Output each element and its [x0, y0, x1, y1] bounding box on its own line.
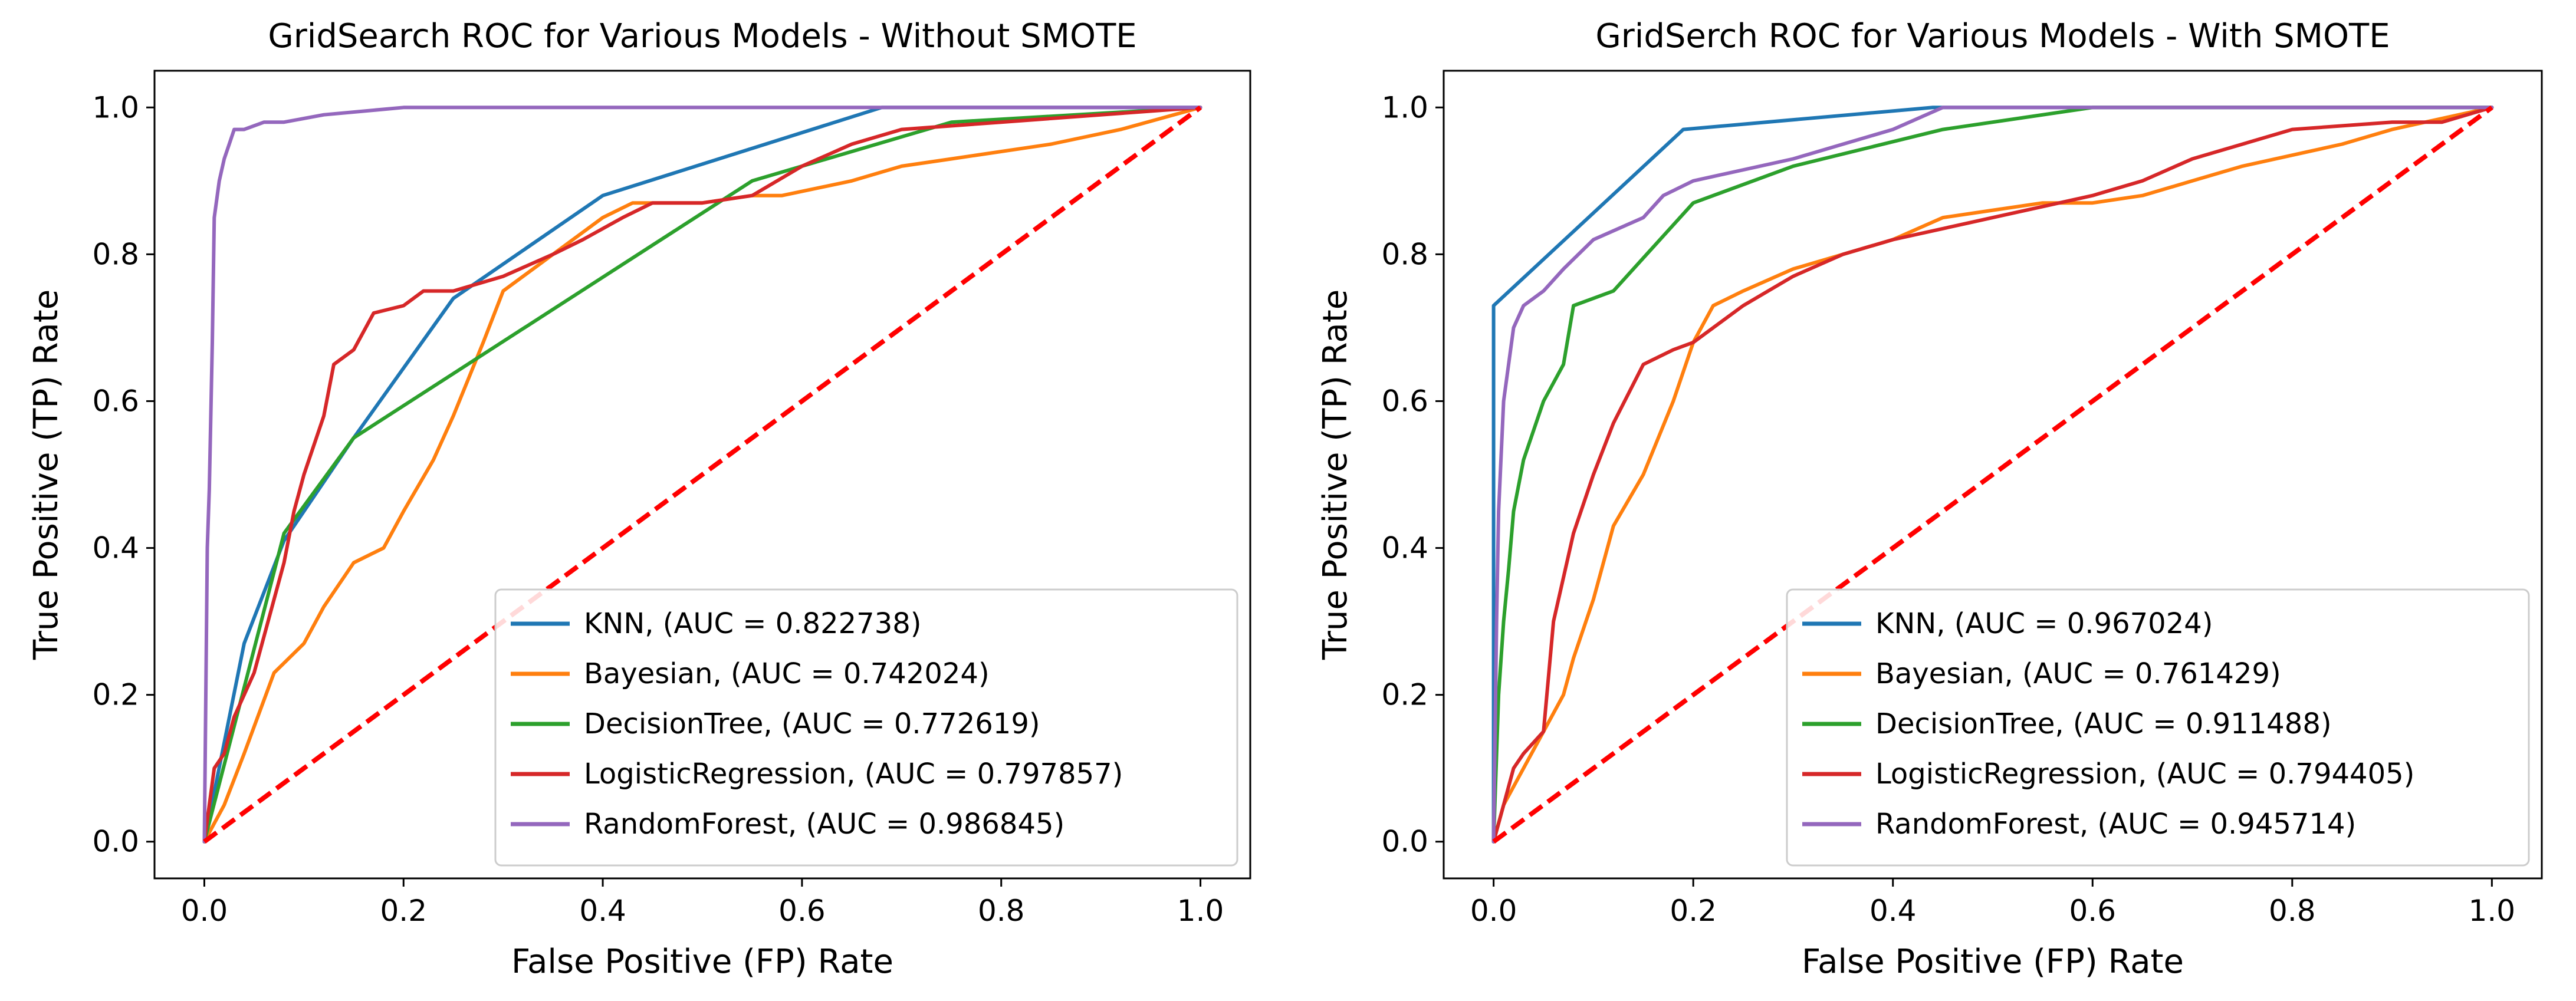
- chart1-ylabel: True Positive (TP) Rate: [27, 289, 65, 660]
- chart2-legend-label-decisiontree: DecisionTree, (AUC = 0.911488): [1875, 707, 2332, 740]
- chart1-series-logisticregression: [202, 106, 1202, 844]
- chart1-xtick-label: 0.4: [579, 894, 626, 928]
- chart2-legend-label-logisticregression: LogisticRegression, (AUC = 0.794405): [1875, 758, 2414, 791]
- chart1-legend-label-randomforest: RandomForest, (AUC = 0.986845): [584, 808, 1064, 841]
- chart2-ytick-label: 0.4: [1381, 531, 1428, 565]
- chart1-series-randomforest: [202, 106, 1202, 844]
- chart2-legend: KNN, (AUC = 0.967024) Bayesian, (AUC = 0.…: [1786, 588, 2530, 867]
- chart1-series-decisiontree: [202, 106, 1202, 844]
- chart2-xtick-label: 0.4: [1869, 894, 1917, 928]
- chart2-ylabel: True Positive (TP) Rate: [1316, 289, 1355, 660]
- chart1-ytick-label: 1.0: [92, 90, 139, 124]
- chart2-xtick-label: 0.0: [1470, 894, 1517, 928]
- chart1-xtick-label: 0.6: [778, 894, 826, 928]
- chart1-legend-label-bayesian: Bayesian, (AUC = 0.742024): [584, 657, 990, 690]
- chart2-legend-label-knn: KNN, (AUC = 0.967024): [1875, 607, 2213, 640]
- chart2-ytick-label: 0.2: [1381, 678, 1428, 712]
- chart2-xtick-label: 0.6: [2069, 894, 2117, 928]
- chart1-ytick-label: 0.8: [92, 237, 139, 271]
- chart2-axes-frame: [1443, 70, 2543, 880]
- chart2-title: GridSerch ROC for Various Models - With …: [1595, 17, 2390, 55]
- chart2-ytick-label: 0.0: [1381, 825, 1428, 859]
- chart1-legend-label-decisiontree: DecisionTree, (AUC = 0.772619): [584, 707, 1040, 740]
- chart2-ytick-label: 0.8: [1381, 237, 1428, 271]
- chart2-legend-box: [1786, 588, 2530, 867]
- chart1-series-bayesian: [202, 106, 1202, 844]
- chart1-ytick-label: 0.2: [92, 678, 139, 712]
- chart2-xlabel: False Positive (FP) Rate: [1802, 943, 2184, 981]
- chart1-series-knn: [202, 106, 1202, 844]
- chart1-xtick-label: 1.0: [1177, 894, 1224, 928]
- chart2-ytick-label: 0.6: [1381, 384, 1428, 418]
- chart1-xtick-label: 0.2: [380, 894, 428, 928]
- chart2-series-decisiontree: [1491, 106, 2494, 844]
- chart1-ytick-label: 0.6: [92, 384, 139, 418]
- chart1-legend-label-knn: KNN, (AUC = 0.822738): [584, 607, 922, 640]
- chart2-ytick-label: 1.0: [1381, 90, 1428, 124]
- chart1-xtick-label: 0.0: [181, 894, 228, 928]
- chart2-series-randomforest: [1491, 106, 2494, 844]
- chart1-chance-diagonal: [203, 106, 1202, 844]
- chart2-series-logisticregression: [1491, 106, 2494, 844]
- chart2-chance-diagonal: [1492, 106, 2493, 844]
- chart1-legend: KNN, (AUC = 0.822738) Bayesian, (AUC = 0.…: [494, 588, 1238, 867]
- chart2-series-bayesian: [1491, 106, 2494, 844]
- chart1-title: GridSearch ROC for Various Models - With…: [268, 17, 1136, 55]
- chart2-legend-label-bayesian: Bayesian, (AUC = 0.761429): [1875, 657, 2281, 690]
- chart1-ytick-label: 0.0: [92, 825, 139, 859]
- chart1-legend-label-logisticregression: LogisticRegression, (AUC = 0.797857): [584, 758, 1123, 791]
- chart2-panel: GridSerch ROC for Various Models - With …: [1316, 17, 2543, 981]
- chart2-xtick-label: 0.8: [2269, 894, 2316, 928]
- chart1-axes-frame: [153, 70, 1251, 880]
- chart2-xtick-label: 0.2: [1670, 894, 1717, 928]
- chart1-xtick-label: 0.8: [978, 894, 1025, 928]
- chart1-panel: GridSearch ROC for Various Models - With…: [27, 17, 1251, 981]
- chart1-ytick-label: 0.4: [92, 531, 139, 565]
- chart1-xlabel: False Positive (FP) Rate: [511, 943, 893, 981]
- chart1-legend-box: [494, 588, 1238, 867]
- chart2-legend-label-randomforest: RandomForest, (AUC = 0.945714): [1875, 808, 2356, 841]
- chart2-xtick-label: 1.0: [2469, 894, 2516, 928]
